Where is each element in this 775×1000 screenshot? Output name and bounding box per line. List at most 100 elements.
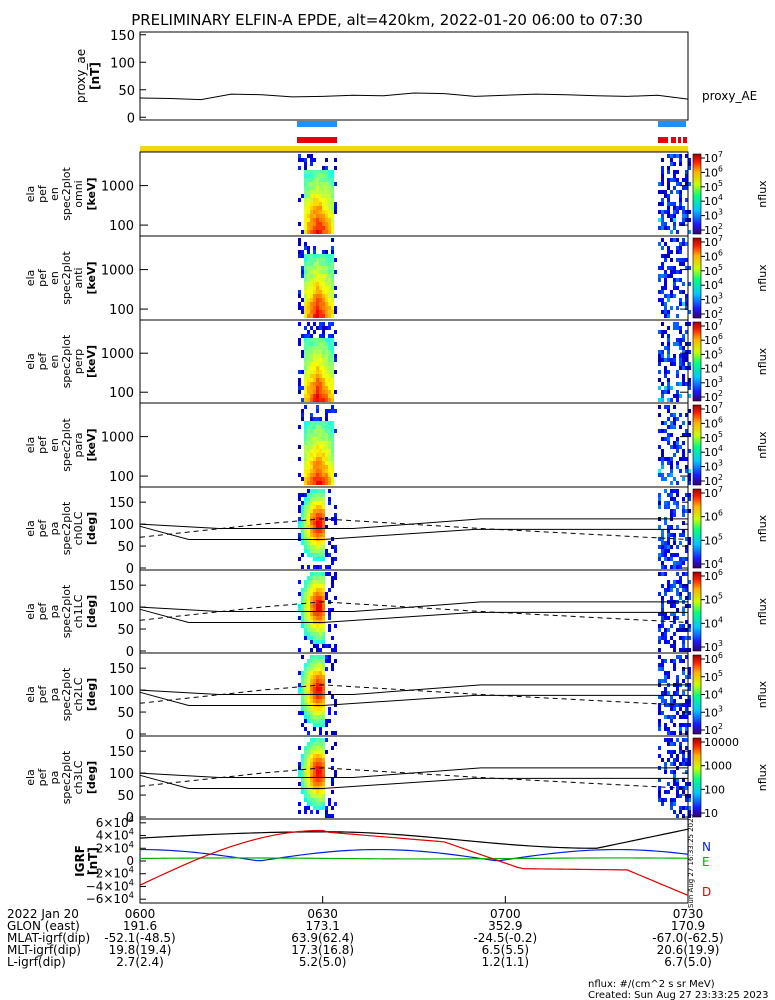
- spectrum-cell: [319, 798, 322, 802]
- spectrum-cell: [676, 210, 679, 214]
- spectrum-cell: [313, 174, 316, 178]
- spectrum-cell: [664, 612, 667, 616]
- spectrum-cell: [322, 545, 325, 549]
- spectrum-cell: [310, 326, 313, 330]
- spectrum-cell: [304, 632, 307, 636]
- spectrum-cell: [658, 572, 661, 576]
- spectrum-cell: [676, 394, 679, 398]
- spectrum-cell: [679, 278, 682, 282]
- spectrum-cell: [301, 517, 304, 521]
- spectrum-cell: [304, 675, 307, 679]
- spectrum-cell: [331, 806, 334, 810]
- spectrum-cell: [688, 394, 691, 398]
- spectrum-cell: [676, 545, 679, 549]
- panel-ylabel: [keV]: [85, 428, 98, 461]
- spectrum-cell: [325, 290, 328, 294]
- spectrum-cell: [331, 437, 334, 441]
- spectrum-cell: [301, 274, 304, 278]
- spectrum-cell: [679, 794, 682, 798]
- spectrum-cell: [334, 409, 337, 413]
- spectrum-cell: [328, 302, 331, 306]
- spectrum-cell: [328, 409, 331, 413]
- panel-ylabel: pef: [36, 352, 49, 371]
- spectrum-cell: [331, 346, 334, 350]
- spectrum-cell: [661, 330, 664, 334]
- spectrum-cell: [682, 238, 685, 242]
- spectrum-cell: [673, 632, 676, 636]
- spectrum-cell: [667, 254, 670, 258]
- spectrum-cell: [679, 565, 682, 569]
- spectrum-cell: [313, 671, 316, 675]
- spectrum-cell: [325, 473, 328, 477]
- spectrum-cell: [310, 675, 313, 679]
- spectrum-cell: [685, 186, 688, 190]
- spectrum-cell: [688, 683, 691, 687]
- colorbar-tick-label: 102: [704, 306, 723, 321]
- spectrum-cell: [664, 679, 667, 683]
- spectrum-cell: [679, 302, 682, 306]
- spectrum-cell: [307, 453, 310, 457]
- spectrum-cell: [328, 198, 331, 202]
- spectrum-cell: [658, 358, 661, 362]
- spectrum-cell: [301, 513, 304, 517]
- spectrum-cell: [325, 553, 328, 557]
- spectrum-cell: [667, 715, 670, 719]
- spectrum-cell: [664, 703, 667, 707]
- spectrum-cell: [331, 186, 334, 190]
- spectrum-cell: [316, 493, 319, 497]
- spectrum-cell: [676, 687, 679, 691]
- spectrum-cell: [328, 170, 331, 174]
- panel-ylabel: ela: [24, 186, 37, 203]
- spectrum-cell: [661, 254, 664, 258]
- spectrum-cell: [673, 537, 676, 541]
- spectrum-cell: [670, 565, 673, 569]
- spectrum-cell: [319, 545, 322, 549]
- spectrum-cell: [331, 206, 334, 210]
- spectrum-cell: [319, 382, 322, 386]
- spectrum-cell: [676, 258, 679, 262]
- spectrum-cell: [688, 762, 691, 766]
- spectrum-cell: [670, 588, 673, 592]
- spectrum-cell: [307, 501, 310, 505]
- spectrum-cell: [331, 270, 334, 274]
- spectrum-cell: [322, 390, 325, 394]
- spectrum-cell: [313, 222, 316, 226]
- spectrum-cell: [322, 754, 325, 758]
- spectrum-cell: [322, 711, 325, 715]
- spectrum-cell: [673, 758, 676, 762]
- panel-ylabel: spec2plot: [60, 667, 73, 721]
- spectrum-cell: [670, 715, 673, 719]
- spectrum-cell: [685, 782, 688, 786]
- panel-frame: [139, 319, 689, 404]
- spectrum-cell: [322, 306, 325, 310]
- spectrum-cell: [664, 572, 667, 576]
- spectrum-cell: [334, 370, 337, 374]
- spectrum-cell: [304, 612, 307, 616]
- spectrum-cell: [676, 711, 679, 715]
- spectrum-cell: [301, 270, 304, 274]
- spectrum-cell: [304, 770, 307, 774]
- spectrum-cell: [313, 644, 316, 648]
- spectrum-cell: [661, 190, 664, 194]
- spectrum-cell: [658, 330, 661, 334]
- spectrum-cell: [667, 525, 670, 529]
- spectrum-cell: [673, 774, 676, 778]
- spectrum-cell: [313, 501, 316, 505]
- time-axis-value: -24.5(-0.2): [473, 931, 537, 945]
- spectrum-cell: [313, 572, 316, 576]
- spectrum-cell: [673, 206, 676, 210]
- spectrum-cell: [325, 517, 328, 521]
- spectrum-cell: [331, 746, 334, 750]
- spectrum-cell: [307, 675, 310, 679]
- spectrum-cell: [310, 691, 313, 695]
- spectrum-cell: [298, 687, 301, 691]
- spectrum-cell: [304, 453, 307, 457]
- spectrum-cell: [322, 310, 325, 314]
- spectrum-cell: [319, 477, 322, 481]
- spectrum-cell: [304, 198, 307, 202]
- spectrum-cell: [667, 433, 670, 437]
- spectrum-cell: [310, 178, 313, 182]
- spectrum-cell: [322, 461, 325, 465]
- spectrum-cell: [673, 497, 676, 501]
